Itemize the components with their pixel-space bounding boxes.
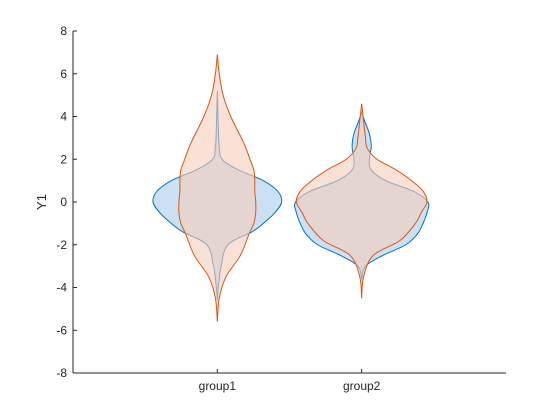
y-axis-label: Y1: [34, 194, 49, 210]
y-tick-label: -8: [56, 366, 67, 380]
y-tick-label: -4: [56, 281, 67, 295]
y-tick-label: 6: [60, 67, 67, 81]
x-tick-label-group1: group1: [199, 379, 237, 393]
violins-layer: [152, 54, 430, 322]
y-tick-label: -2: [56, 238, 67, 252]
y-ticks: -8 -6 -4 -2 0 2 4 6 8: [56, 24, 77, 380]
axes-layer: [72, 31, 506, 374]
y-tick-label: 8: [60, 24, 67, 38]
x-tick-label-group2: group2: [343, 379, 381, 393]
y-tick-label: 2: [60, 152, 67, 166]
violin-group2-series-2: [295, 103, 428, 299]
y-tick-label: -6: [56, 323, 67, 337]
y-tick-label: 4: [60, 110, 67, 124]
violin-group1-series-2: [178, 54, 257, 322]
y-tick-label: 0: [60, 195, 67, 209]
x-ticks: group1 group2: [199, 369, 381, 393]
